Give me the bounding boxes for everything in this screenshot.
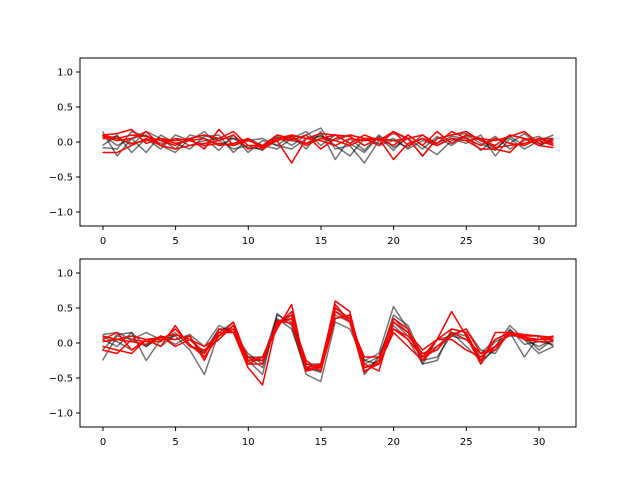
x-tick-label: 5 — [172, 437, 178, 448]
subplot-top: 0 5 10 15 20 25 30 1.0 0.5 0.0 −0.5 −1.0 — [49, 57, 577, 247]
series-line-red-9 — [102, 134, 554, 161]
y-tick-label: −1.0 — [49, 208, 73, 219]
x-tick-label: 20 — [387, 236, 400, 247]
x-tick-label: 15 — [315, 437, 328, 448]
y-tick-label: 0.5 — [57, 103, 73, 114]
y-tick-label: 1.0 — [57, 269, 73, 280]
x-tick-label: 5 — [172, 236, 178, 247]
x-tick-label: 10 — [242, 437, 255, 448]
y-tick-label: 0.0 — [57, 138, 73, 149]
x-tick-label: 20 — [387, 437, 400, 448]
subplot-bottom-x-axis: 0 5 10 15 20 25 30 — [100, 427, 546, 448]
series-line-red-8 — [102, 130, 554, 150]
subplot-top-y-axis: 1.0 0.5 0.0 −0.5 −1.0 — [49, 68, 80, 219]
series-line-red-7 — [102, 130, 554, 147]
y-tick-label: 1.0 — [57, 68, 73, 79]
y-tick-label: 0.0 — [57, 339, 73, 350]
series-line-red-9 — [102, 303, 554, 374]
subplot-top-lines — [101, 127, 554, 164]
x-tick-label: 0 — [100, 437, 106, 448]
x-tick-label: 30 — [533, 236, 546, 247]
x-tick-label: 25 — [460, 437, 473, 448]
series-line-black-1 — [102, 130, 554, 161]
subplot-bottom: 0 5 10 15 20 25 30 1.0 0.5 0.0 −0.5 −1.0 — [49, 258, 577, 448]
y-tick-label: −1.0 — [49, 409, 73, 420]
subplot-bottom-y-axis: 1.0 0.5 0.0 −0.5 −1.0 — [49, 269, 80, 420]
x-tick-label: 10 — [242, 236, 255, 247]
subplot-bottom-lines — [101, 300, 554, 386]
y-tick-label: 0.5 — [57, 304, 73, 315]
x-tick-label: 15 — [315, 236, 328, 247]
x-tick-label: 30 — [533, 437, 546, 448]
y-tick-label: −0.5 — [49, 173, 73, 184]
x-tick-label: 0 — [100, 236, 106, 247]
series-line-red-7 — [102, 314, 554, 372]
y-tick-label: −0.5 — [49, 374, 73, 385]
x-tick-label: 25 — [460, 236, 473, 247]
subplot-top-x-axis: 0 5 10 15 20 25 30 — [100, 226, 546, 247]
